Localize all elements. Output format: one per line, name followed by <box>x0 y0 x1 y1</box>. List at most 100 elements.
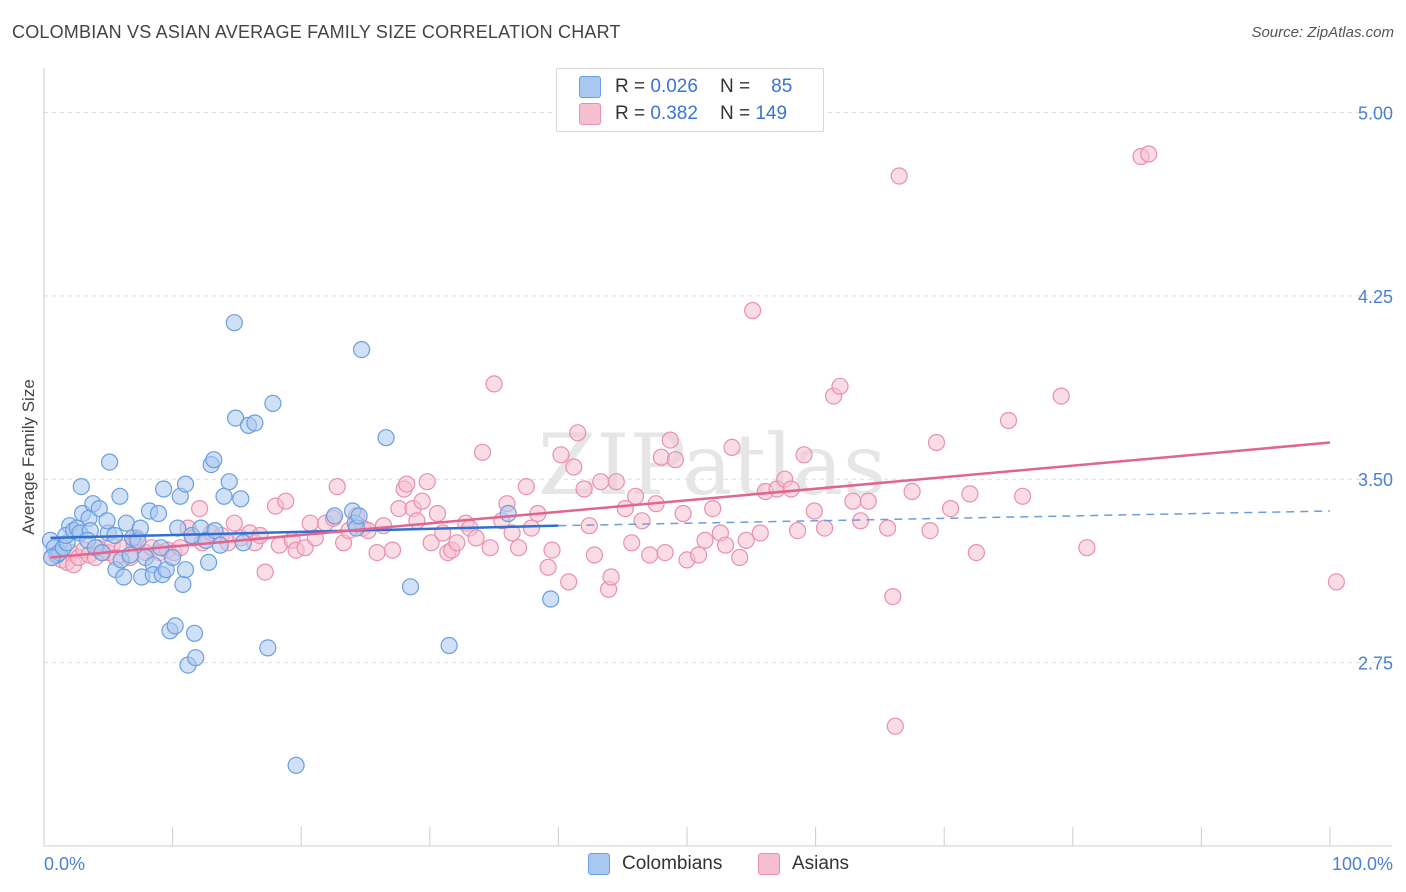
asians-point <box>592 473 610 491</box>
asians-point <box>1078 539 1096 557</box>
asians-point <box>1013 487 1032 505</box>
colombians-point <box>326 507 344 525</box>
asians-point <box>859 492 877 510</box>
colombians-point <box>166 617 184 635</box>
asians-point <box>418 473 436 491</box>
colombians-point <box>234 534 252 552</box>
legend-row-asians: R = 0.382 N = 149 <box>579 102 787 126</box>
colombians-point <box>206 521 224 540</box>
regression-lines <box>50 441 1331 559</box>
colombians-point <box>353 341 371 359</box>
asians-point <box>509 539 528 557</box>
asians-point <box>301 514 319 532</box>
asians-point <box>585 546 604 564</box>
asians-point <box>666 451 685 469</box>
asians-point <box>575 480 593 498</box>
legend-r-value: 0.382 <box>650 103 698 124</box>
asians-point <box>390 500 408 518</box>
colombians-point <box>164 548 182 567</box>
gridlines <box>44 111 1392 664</box>
colombians-point <box>174 575 192 594</box>
colombians-point <box>111 487 129 505</box>
colombians-point <box>220 473 238 491</box>
colombians-point <box>90 500 108 518</box>
asians-point <box>652 448 670 466</box>
asians-point <box>251 526 269 545</box>
colombians-point <box>72 478 90 496</box>
asians-point <box>448 534 466 552</box>
asians-point <box>927 433 946 452</box>
y-axis-title: Average Family Size <box>19 379 38 535</box>
colombians-point <box>100 453 119 471</box>
asians-point <box>522 519 541 537</box>
asians-point <box>467 529 485 547</box>
colombians-point <box>401 578 420 596</box>
asians-point <box>368 543 386 562</box>
asians-point <box>815 519 834 537</box>
asians-point <box>961 485 979 503</box>
asians-point <box>886 717 904 735</box>
asians-point <box>704 500 722 518</box>
legend-r-label: R = <box>615 76 646 97</box>
asians-point <box>941 500 960 518</box>
asians-point <box>903 482 921 501</box>
asians-point <box>689 546 708 564</box>
asians-point <box>408 512 426 530</box>
colombians-point <box>185 624 204 642</box>
asians-point <box>485 375 503 393</box>
colombians-point <box>264 394 282 412</box>
legend-n-label: N = <box>719 76 751 97</box>
colombians-point <box>211 536 229 554</box>
legend-r-value: 0.026 <box>650 76 698 97</box>
asians-point <box>543 541 561 559</box>
x-tick-label-max: 100.0% <box>1332 854 1393 874</box>
legend-n-value: 85 <box>771 76 793 97</box>
asians-point <box>831 377 849 395</box>
asians-point <box>696 531 714 550</box>
colombians-points <box>41 314 560 774</box>
asians-point <box>422 534 440 552</box>
colombians-point <box>227 409 245 427</box>
asians-point <box>884 587 902 606</box>
asians-point <box>473 443 492 461</box>
colombians-point <box>176 561 195 579</box>
y-tick-labels: 2.75 3.50 4.25 5.00 <box>1358 103 1393 673</box>
asians-point <box>737 531 755 550</box>
colombians-point <box>131 519 149 537</box>
asians-point <box>413 492 431 510</box>
colombians-point <box>440 636 458 655</box>
bottom-legend-swatch-asians <box>758 853 780 875</box>
y-tick-label: 5.00 <box>1358 103 1393 123</box>
colombians-point <box>155 480 173 498</box>
asians-point <box>191 500 209 518</box>
asians-point <box>626 487 645 505</box>
colombians-point <box>499 504 517 523</box>
asians-point <box>674 504 692 523</box>
asians-point <box>782 480 800 498</box>
asians-point <box>481 539 499 557</box>
bottom-legend-label-colombians: Colombians <box>622 853 723 874</box>
asians-point <box>398 475 416 493</box>
colombians-point <box>149 504 168 523</box>
x-axis-ticks <box>43 827 1331 846</box>
asians-point <box>805 502 823 520</box>
asians-point <box>999 411 1018 430</box>
stats-legend: R = 0.026 N = 85 R = 0.382 N = 149 <box>556 68 824 132</box>
asians-point <box>560 573 578 591</box>
legend-n-value: 149 <box>755 103 788 124</box>
colombians-point <box>187 649 205 667</box>
asians-point <box>751 524 769 542</box>
y-tick-label: 4.25 <box>1358 287 1393 307</box>
asians-point <box>225 514 243 532</box>
colombians-point <box>287 756 305 774</box>
colombians-point <box>225 314 243 332</box>
asians-point <box>517 478 535 496</box>
bottom-legend-asians: Asians <box>758 852 849 876</box>
asians-point <box>328 478 346 496</box>
colombians-point <box>246 414 264 432</box>
asians-point <box>656 543 674 562</box>
asians-point <box>788 521 807 540</box>
asians-point <box>623 534 641 552</box>
legend-row-colombians: R = 0.026 N = 85 <box>579 75 792 99</box>
asians-point <box>844 492 862 510</box>
